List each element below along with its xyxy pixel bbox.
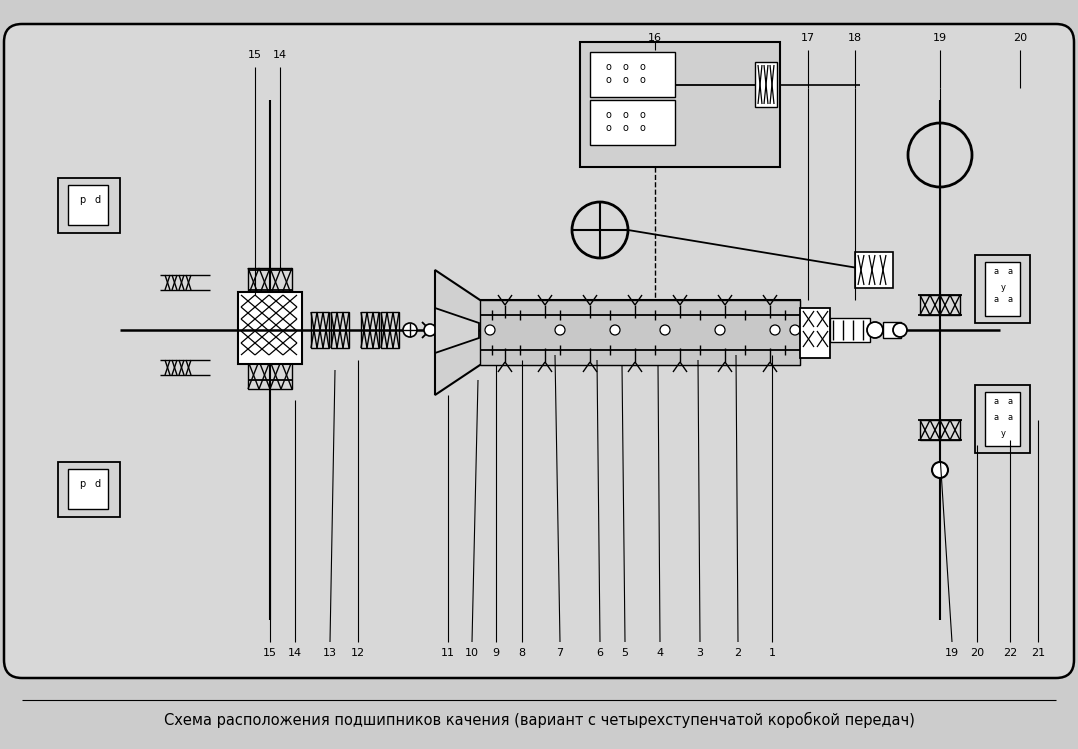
Text: 11: 11	[441, 648, 455, 658]
Circle shape	[715, 325, 725, 335]
Bar	[331, 312, 349, 348]
Text: 19: 19	[945, 648, 959, 658]
Text: a: a	[1008, 413, 1012, 422]
Bar	[590, 52, 675, 97]
Circle shape	[790, 325, 800, 335]
Text: 8: 8	[519, 648, 526, 658]
Text: 22: 22	[1003, 648, 1018, 658]
Text: 13: 13	[323, 648, 337, 658]
Text: 21: 21	[1031, 648, 1045, 658]
Bar	[58, 178, 120, 233]
Text: 20: 20	[1013, 33, 1027, 43]
Text: 1: 1	[769, 648, 775, 658]
Bar	[800, 308, 830, 358]
Bar	[590, 100, 675, 145]
Text: 9: 9	[493, 648, 499, 658]
Bar	[985, 262, 1020, 316]
Bar	[920, 295, 960, 315]
Bar	[985, 392, 1020, 446]
Polygon shape	[436, 308, 479, 353]
Text: p: p	[79, 479, 85, 489]
Circle shape	[403, 323, 417, 337]
Text: d: d	[95, 195, 101, 205]
Bar	[755, 62, 777, 107]
Text: a: a	[1008, 267, 1012, 276]
Bar	[361, 312, 379, 348]
Bar	[238, 292, 302, 364]
Text: 18: 18	[848, 33, 862, 43]
Circle shape	[454, 324, 466, 336]
Bar	[248, 268, 292, 296]
Bar	[855, 252, 893, 288]
Text: a: a	[1008, 296, 1012, 305]
Circle shape	[610, 325, 620, 335]
Text: y: y	[1000, 282, 1006, 291]
Text: o: o	[639, 110, 645, 120]
Text: a: a	[994, 398, 998, 407]
Text: Схема расположения подшипников качения (вариант с четырехступенчатой коробкой пе: Схема расположения подшипников качения (…	[164, 712, 914, 728]
Text: o: o	[622, 62, 628, 72]
Bar	[830, 318, 870, 342]
Text: 7: 7	[556, 648, 564, 658]
Bar	[248, 361, 292, 389]
Circle shape	[424, 324, 436, 336]
Text: 19: 19	[932, 33, 948, 43]
Text: 15: 15	[248, 50, 262, 60]
Text: 14: 14	[288, 648, 302, 658]
Bar	[975, 385, 1029, 453]
Bar	[920, 420, 960, 440]
Text: d: d	[95, 479, 101, 489]
Text: a: a	[1008, 398, 1012, 407]
Polygon shape	[436, 270, 800, 395]
Text: o: o	[622, 123, 628, 133]
Circle shape	[770, 325, 780, 335]
Text: 5: 5	[622, 648, 628, 658]
Circle shape	[485, 325, 495, 335]
Circle shape	[932, 462, 948, 478]
Bar	[310, 312, 329, 348]
Text: 20: 20	[970, 648, 984, 658]
Text: o: o	[605, 75, 611, 85]
Text: 2: 2	[734, 648, 742, 658]
Text: a: a	[994, 267, 998, 276]
Text: a: a	[994, 296, 998, 305]
Bar	[58, 462, 120, 517]
Text: 14: 14	[273, 50, 287, 60]
Text: 17: 17	[801, 33, 815, 43]
Circle shape	[893, 323, 907, 337]
Text: o: o	[639, 62, 645, 72]
Text: 4: 4	[657, 648, 664, 658]
Text: o: o	[639, 75, 645, 85]
Bar	[381, 312, 399, 348]
Bar	[883, 322, 901, 338]
Text: o: o	[622, 75, 628, 85]
Text: 10: 10	[465, 648, 479, 658]
Bar	[580, 42, 780, 167]
Text: 6: 6	[596, 648, 604, 658]
Bar	[975, 255, 1029, 323]
Text: y: y	[1000, 428, 1006, 437]
FancyBboxPatch shape	[4, 24, 1074, 678]
Text: o: o	[639, 123, 645, 133]
Bar	[68, 185, 108, 225]
Text: a: a	[994, 413, 998, 422]
Text: o: o	[605, 62, 611, 72]
Circle shape	[867, 322, 883, 338]
Text: o: o	[622, 110, 628, 120]
Text: 16: 16	[648, 33, 662, 43]
Text: 3: 3	[696, 648, 704, 658]
Text: o: o	[605, 123, 611, 133]
Circle shape	[555, 325, 565, 335]
Text: p: p	[79, 195, 85, 205]
Bar	[480, 300, 800, 365]
Text: 15: 15	[263, 648, 277, 658]
Text: o: o	[605, 110, 611, 120]
Text: 12: 12	[351, 648, 365, 658]
Bar	[68, 469, 108, 509]
Circle shape	[660, 325, 671, 335]
